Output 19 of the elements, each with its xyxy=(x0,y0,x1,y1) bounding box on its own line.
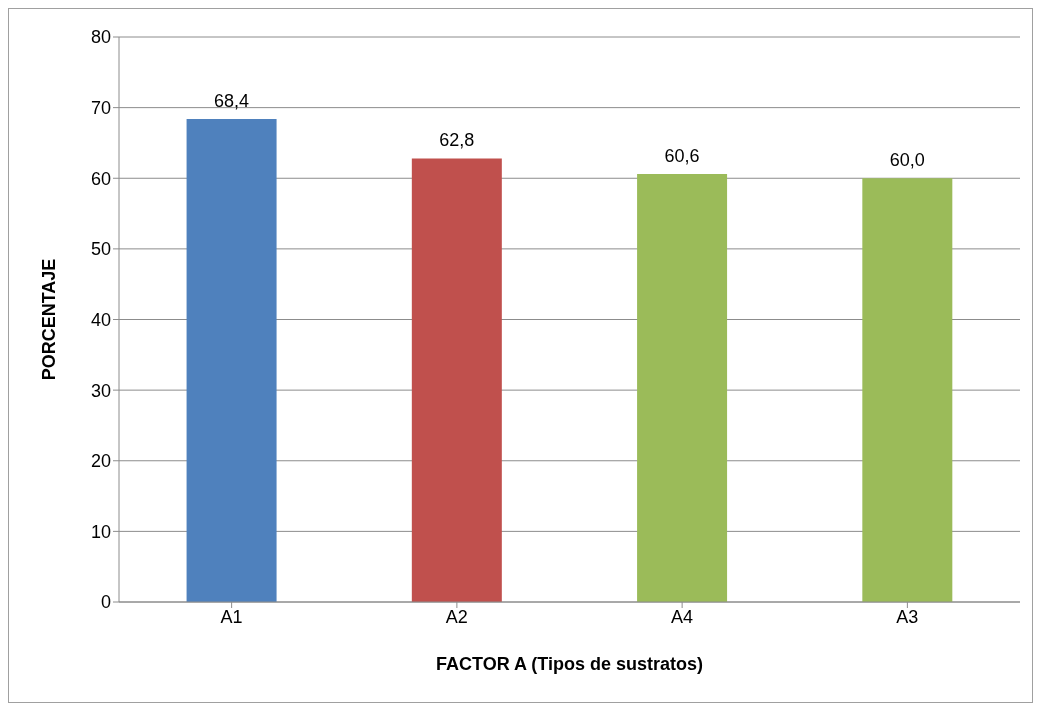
y-tick-label: 80 xyxy=(90,27,111,48)
y-tick-label: 0 xyxy=(100,592,111,613)
x-tick-label: A1 xyxy=(220,606,243,627)
x-tick-label: A3 xyxy=(896,606,919,627)
y-tick-label: 50 xyxy=(90,239,111,260)
x-tick-label: A4 xyxy=(671,606,694,627)
y-tick-label: 30 xyxy=(90,380,111,401)
y-tick-label: 10 xyxy=(90,521,111,542)
y-tick-label: 40 xyxy=(90,309,111,330)
y-tick-label: 60 xyxy=(90,168,111,189)
data-label: 60,0 xyxy=(889,150,925,171)
y-tick-label: 70 xyxy=(90,98,111,119)
x-axis-title: FACTOR A (Tipos de sustratos) xyxy=(435,654,704,674)
x-tick-label: A2 xyxy=(445,606,468,627)
data-label: 60,6 xyxy=(664,146,700,167)
data-label: 68,4 xyxy=(214,90,250,111)
data-label: 62,8 xyxy=(439,130,475,151)
y-tick-label: 20 xyxy=(90,451,111,472)
y-axis-title: PORCENTAJE xyxy=(39,258,60,381)
